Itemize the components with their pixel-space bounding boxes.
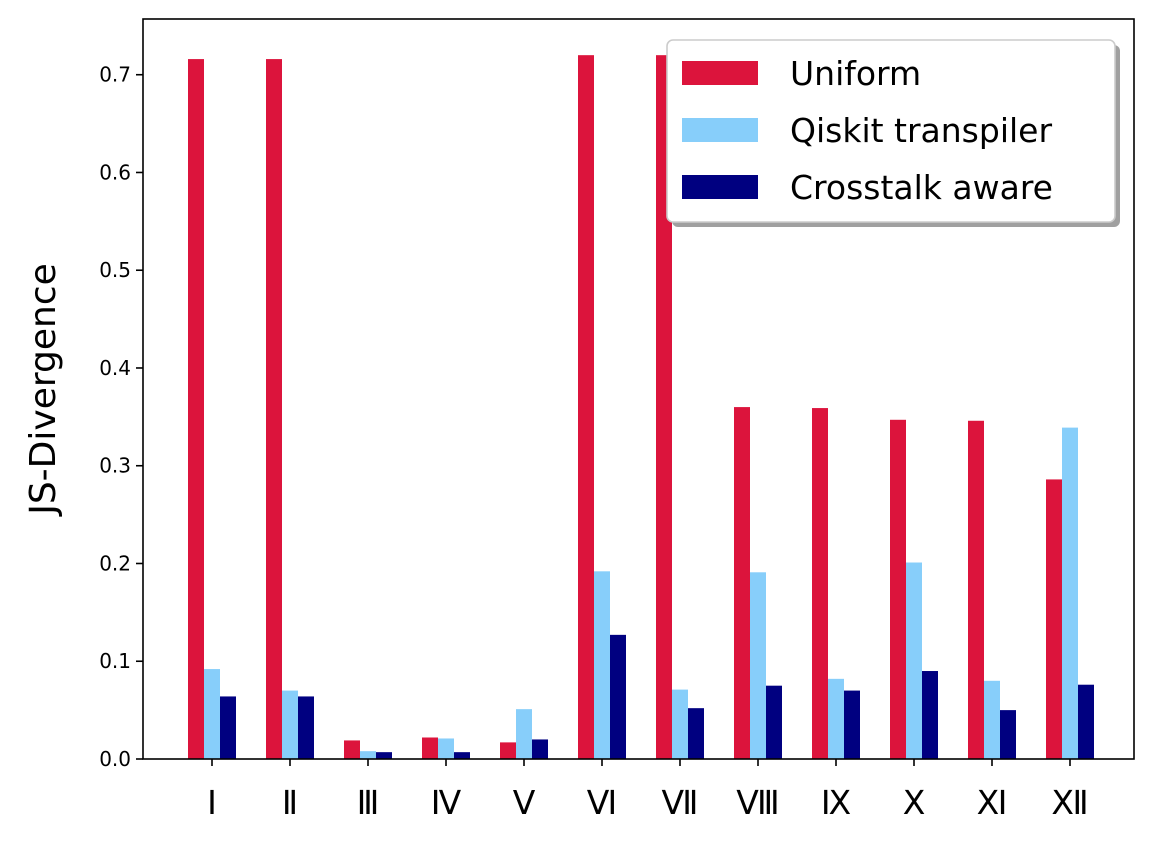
bar-uniform-II [266,59,282,759]
y-tick-label: 0.1 [99,649,131,673]
bar-qiskit-transpiler-III [360,751,376,759]
bar-uniform-I [188,59,204,759]
bar-uniform-XI [968,420,984,759]
y-axis-label: JS-Divergence [23,263,64,517]
bar-qiskit-transpiler-I [204,669,220,759]
bar-uniform-VII [656,55,672,760]
legend-label-uniform: Uniform [790,54,921,93]
bar-qiskit-transpiler-XII [1062,427,1078,759]
bar-uniform-V [500,742,516,759]
bar-crosstalk-aware-II [298,696,314,759]
legend-box [666,39,1116,223]
y-tick-label: 0.2 [99,551,131,575]
y-tick-label: 0.0 [99,747,131,771]
x-tick-label-VIII: Ⅷ [736,783,779,822]
bar-qiskit-transpiler-X [906,562,922,759]
x-tick-label-VI: Ⅵ [587,783,617,822]
bar-qiskit-transpiler-II [282,690,298,759]
bar-qiskit-transpiler-IX [828,678,844,759]
bar-uniform-VIII [734,407,750,759]
legend-swatch-crosstalk-aware [682,175,758,199]
x-tick-label-VII: Ⅶ [662,783,699,822]
x-tick-label-I: Ⅰ [207,783,217,822]
y-tick-label: 0.4 [99,356,131,380]
bar-qiskit-transpiler-VII [672,689,688,759]
x-tick-label-XI: Ⅺ [977,783,1008,822]
bar-crosstalk-aware-IX [844,690,860,759]
bar-qiskit-transpiler-IV [438,738,454,759]
bar-crosstalk-aware-XII [1078,684,1094,759]
bar-crosstalk-aware-III [376,752,392,759]
legend-label-crosstalk-aware: Crosstalk aware [790,168,1053,207]
bar-crosstalk-aware-IV [454,752,470,759]
bar-crosstalk-aware-XI [1000,710,1016,759]
bars-group [188,55,1094,760]
y-tick-label: 0.3 [99,454,131,478]
y-tick-label: 0.7 [99,63,131,87]
legend-label-qiskit-transpiler: Qiskit transpiler [790,111,1052,150]
bar-uniform-XII [1046,479,1062,759]
plot-frame [142,18,1135,760]
x-tick-label-III: Ⅲ [357,783,380,822]
bar-crosstalk-aware-VII [688,708,704,759]
bar-uniform-III [344,740,360,759]
bar-qiskit-transpiler-XI [984,680,1000,759]
x-tick-label-IX: Ⅸ [821,783,851,822]
bar-crosstalk-aware-I [220,696,236,759]
legend-swatch-uniform [682,61,758,85]
bar-qiskit-transpiler-VI [594,571,610,759]
x-tick-label-II: Ⅱ [282,783,298,822]
bar-uniform-IV [422,737,438,759]
x-tick-label-X: Ⅹ [903,783,926,822]
y-axis: 0.0 0.1 0.2 0.3 0.4 0.5 0.6 0.7 [99,63,143,771]
bar-uniform-VI [578,55,594,760]
legend-swatch-qiskit-transpiler [682,118,758,142]
bar-uniform-X [890,419,906,759]
bar-qiskit-transpiler-VIII [750,572,766,759]
bar-crosstalk-aware-V [532,739,548,759]
y-tick-label: 0.5 [99,258,131,282]
x-tick-label-IV: Ⅳ [431,783,462,822]
bar-qiskit-transpiler-V [516,709,532,759]
x-tick-label-V: Ⅴ [513,783,536,822]
bar-crosstalk-aware-VI [610,634,626,759]
legend: Uniform Qiskit transpiler Crosstalk aware [666,39,1120,227]
y-tick-label: 0.6 [99,160,131,184]
bar-uniform-IX [812,408,828,759]
x-tick-label-XII: Ⅻ [1051,783,1088,822]
bar-crosstalk-aware-X [922,671,938,759]
bar-crosstalk-aware-VIII [766,685,782,759]
